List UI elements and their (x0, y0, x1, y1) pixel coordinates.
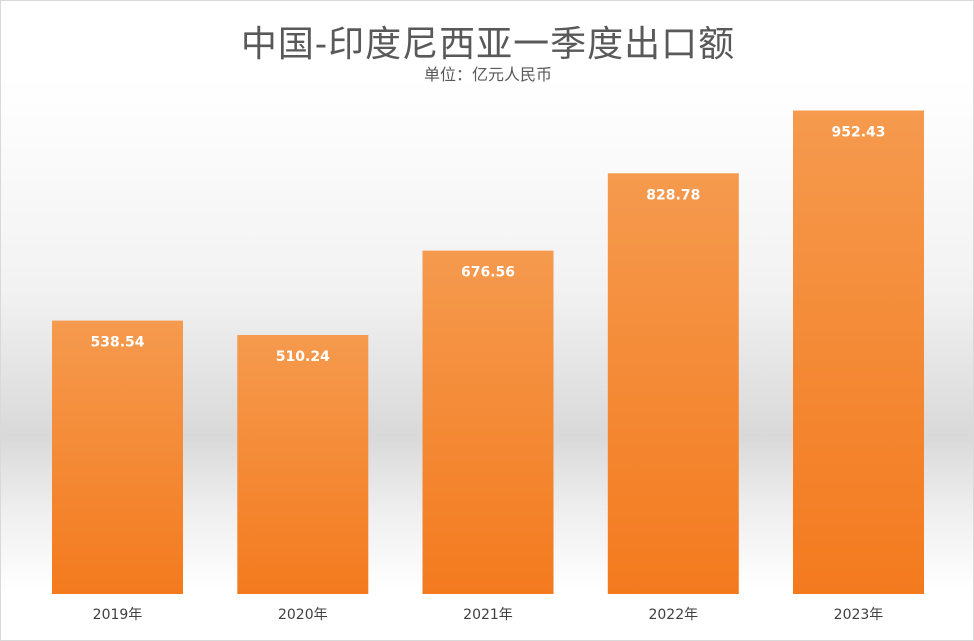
bar-2023年 (793, 110, 924, 594)
data-label: 538.54 (90, 335, 144, 351)
x-tick-label: 2021年 (463, 607, 513, 623)
data-label: 676.56 (461, 265, 515, 281)
data-label: 828.78 (646, 187, 700, 203)
bar-2019年 (52, 320, 183, 594)
bar-2020年 (237, 335, 369, 594)
bars-group: 538.54 2019年 510.24 2020年 676.56 2021年 828.78 2… (52, 110, 924, 623)
x-tick-label: 2020年 (278, 607, 328, 623)
chart-title: 中国-印度尼西亚一季度出口额 (240, 24, 736, 65)
data-label: 952.43 (831, 125, 885, 141)
x-tick-label: 2022年 (648, 607, 698, 623)
bar-2021年 (422, 250, 554, 594)
data-label: 510.24 (276, 349, 330, 365)
x-tick-label: 2019年 (93, 607, 143, 623)
bar-2022年 (607, 173, 739, 595)
chart-subtitle: 单位：亿元人民币 (423, 65, 552, 84)
x-tick-label: 2023年 (834, 607, 884, 623)
